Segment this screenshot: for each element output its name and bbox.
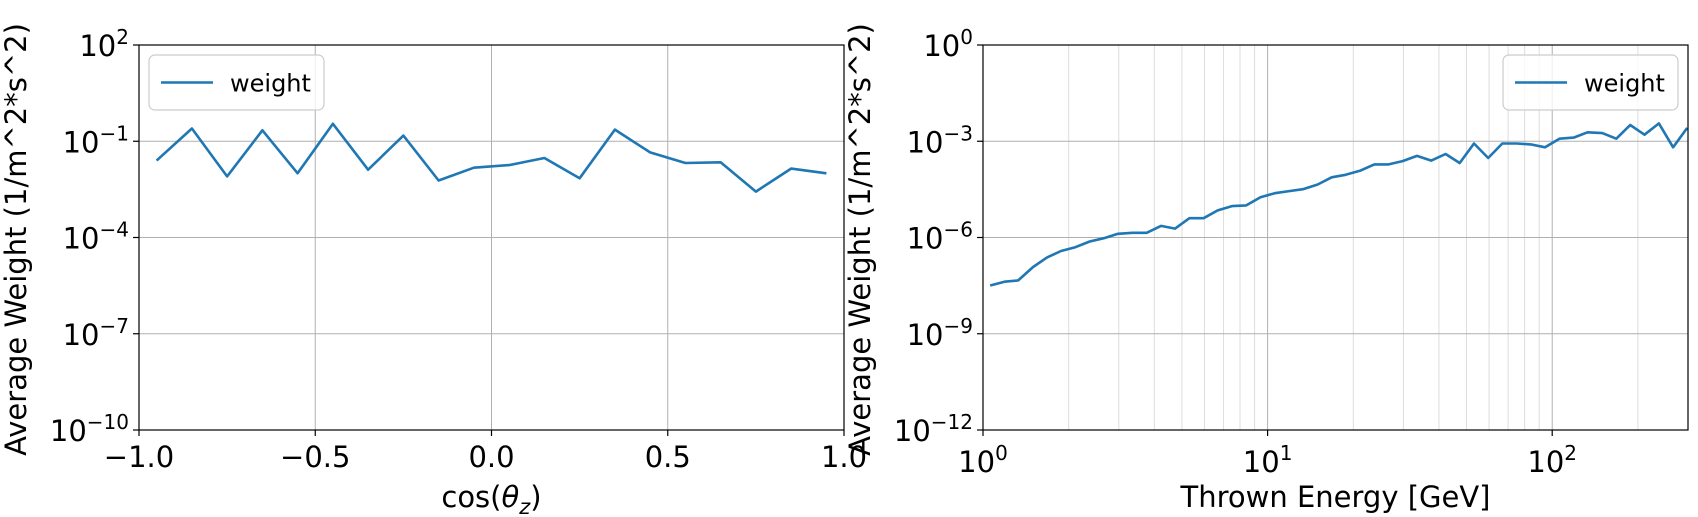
x-tick-label: −1.0: [104, 440, 174, 474]
x-tick-label: 102: [1527, 441, 1577, 479]
y-tick-label: 10−10: [50, 410, 129, 448]
chart-panel-1: −1.0 −0.5 0.0 0.5 1.0 10−10 10−7 10−4 10−1 102 cos…: [0, 23, 867, 517]
y-tick-label: 10−7: [63, 314, 129, 352]
y-tick-label: 10−1: [63, 121, 129, 159]
y-axis-label: Average Weight (1/m^2*s^2): [843, 23, 877, 456]
legend-box: [148, 54, 325, 111]
x-tick-label: 1.0: [821, 440, 867, 474]
series-line-weight: [155, 122, 827, 193]
legend-label: weight: [230, 70, 311, 98]
y-axis-label: Average Weight (1/m^2*s^2): [0, 23, 33, 456]
series-line-weight: [989, 122, 1689, 287]
x-tick-label: 101: [1243, 441, 1293, 479]
legend-label: weight: [1584, 70, 1665, 98]
x-tick-label: −0.5: [280, 440, 350, 474]
y-tick-label: 10−4: [63, 218, 129, 256]
x-tick-label: 0.5: [645, 440, 691, 474]
legend: weight: [148, 54, 325, 111]
y-tick-label: 10−6: [907, 218, 973, 256]
y-tick-label: 10−9: [907, 314, 973, 352]
y-tick-label: 10−12: [894, 410, 973, 448]
chart-panel-2: 100 101 102 10−12 10−9 10−6 10−3 100 Thrown Ener…: [843, 23, 1689, 514]
y-tick-label: 10−3: [907, 121, 973, 159]
legend: weight: [1502, 54, 1679, 111]
x-tick-label: 100: [958, 441, 1008, 479]
legend-box: [1502, 54, 1679, 111]
x-tick-label: 0.0: [468, 440, 514, 474]
x-axis-label: Thrown Energy [GeV]: [1180, 480, 1491, 514]
y-tick-label: 102: [79, 25, 129, 63]
y-tick-label: 100: [923, 25, 973, 63]
x-axis-label: cos(θz): [441, 480, 541, 517]
